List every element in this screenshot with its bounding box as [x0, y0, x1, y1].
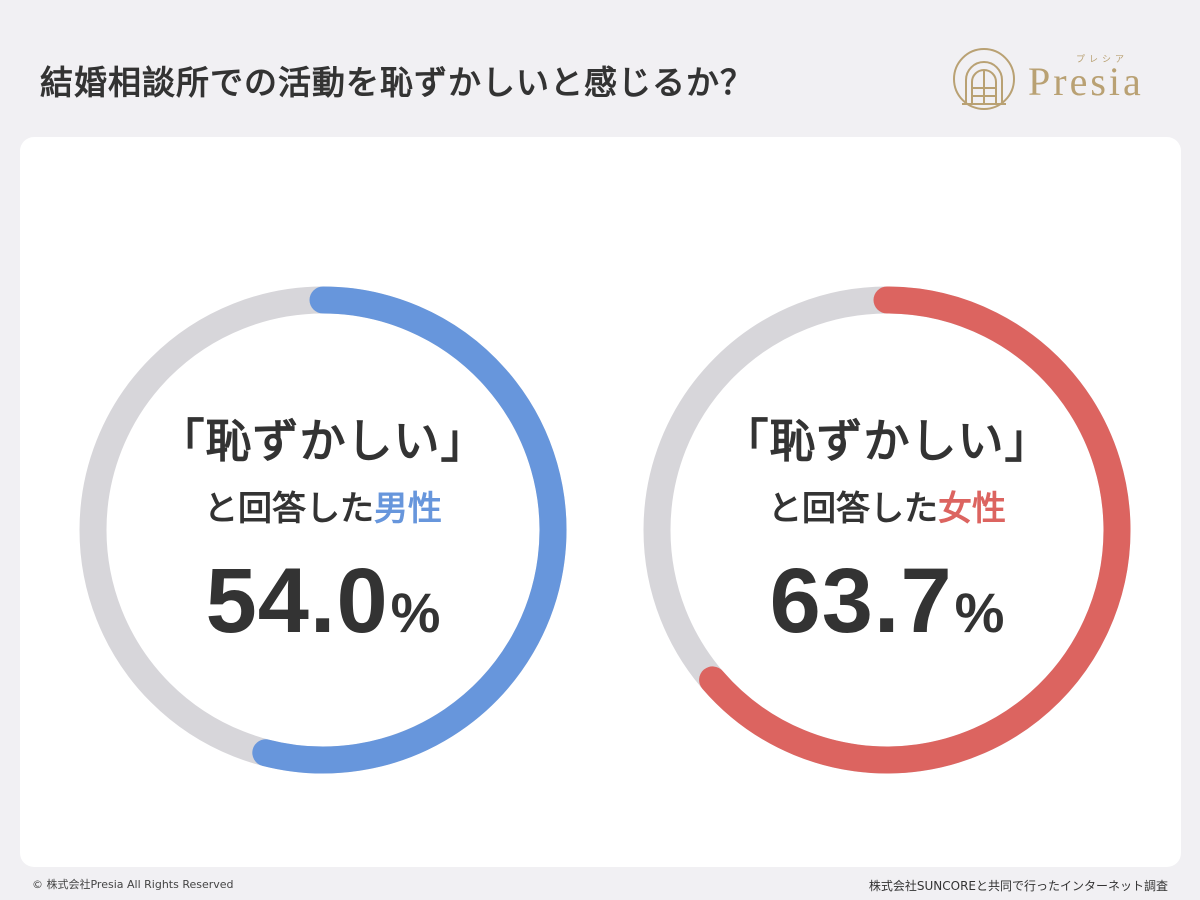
donut-men: 「恥ずかしい」 と回答した男性 54.0% [78, 285, 568, 775]
donut-sublabel-men: と回答した男性 [78, 481, 568, 530]
sublabel-highlight-women: 女性 [938, 489, 1006, 529]
value-unit-men: % [390, 581, 441, 644]
value-number-women: 63.7 [769, 550, 953, 652]
donut-label-women: 「恥ずかしい」 [722, 414, 1052, 468]
value-number-men: 54.0 [205, 550, 389, 652]
copyright-text: © 株式会社Presia All Rights Reserved [32, 878, 234, 891]
donut-arc-men [252, 286, 567, 774]
page-title: 結婚相談所での活動を恥ずかしいと感じるか？ [40, 63, 754, 102]
value-unit-women: % [954, 581, 1005, 644]
donut-value-women: 63.7% [642, 555, 1132, 647]
source-note: 株式会社SUNCOREと共同で行ったインターネット調査 [868, 879, 1168, 893]
donut-value-men: 54.0% [78, 555, 568, 647]
presia-logo: Presia プレシア [950, 44, 1185, 114]
logo-kana: プレシア [1076, 54, 1128, 65]
donut-arc-women [699, 286, 1131, 774]
donut-label-men: 「恥ずかしい」 [158, 414, 488, 468]
sublabel-highlight-men: 男性 [374, 489, 442, 529]
donut-women: 「恥ずかしい」 と回答した女性 63.7% [642, 285, 1132, 775]
logo-wordmark: Presia [1028, 59, 1144, 104]
donut-sublabel-women: と回答した女性 [642, 481, 1132, 530]
arch-window-icon [953, 48, 1015, 110]
sublabel-prefix: と回答した [768, 489, 938, 529]
sublabel-prefix: と回答した [204, 489, 374, 529]
